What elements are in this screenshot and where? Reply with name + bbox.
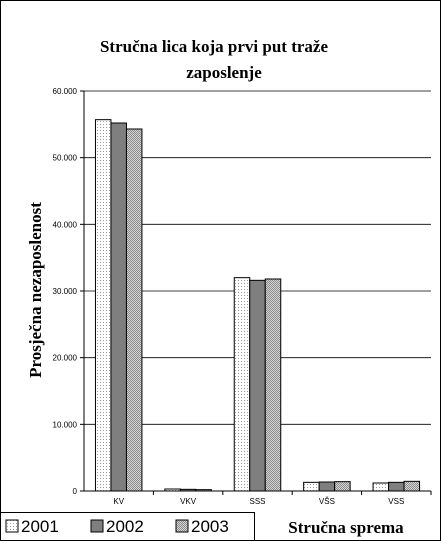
x-tick-label: VŠS — [319, 497, 335, 506]
legend-label-2001: 2001 — [21, 517, 59, 536]
legend-label-2002: 2002 — [106, 517, 144, 536]
y-tick-labels: 0 10.000 20.000 30.000 40.000 50.000 60.000 — [53, 87, 78, 496]
bar-2003-KV — [125, 128, 143, 492]
bar-2001-VŠS — [303, 481, 320, 492]
legend-items: 2001 2002 2003 — [5, 517, 229, 536]
bar-2003-SSS — [264, 278, 282, 492]
legend-box — [0, 512, 255, 541]
chart-title-line-2: zaposlenje — [186, 63, 262, 82]
bar-layer — [94, 119, 421, 492]
x-axis-title: Stručna sprema — [288, 518, 404, 537]
y-axis-title: Prosječna nezaposlenost — [26, 202, 45, 378]
bar-2002-SSS — [249, 279, 266, 492]
y-tick-label: 50.000 — [53, 154, 78, 163]
bar-2002-VSS — [388, 481, 405, 492]
y-tick-label: 10.000 — [53, 420, 78, 429]
x-tick-labels: KV VKV SSS VŠS VSS — [113, 491, 432, 506]
bar-2002-VŠS — [318, 481, 336, 492]
legend-swatch-2003 — [175, 519, 189, 533]
bar-2003-VŠS — [334, 481, 351, 492]
y-tick-label: 40.000 — [53, 220, 78, 229]
bar-2002-KV — [110, 122, 127, 492]
bar-2001-SSS — [233, 277, 251, 492]
bar-2003-VSS — [403, 480, 421, 492]
y-tick-label: 0 — [73, 487, 78, 496]
chart-title-line-1: Stručna lica koja prvi put traže — [100, 37, 329, 56]
y-tick-label: 20.000 — [53, 354, 78, 363]
legend-swatch-2001 — [5, 519, 19, 533]
bar-2001-KV — [94, 119, 112, 492]
bar-2001-VSS — [372, 482, 390, 492]
legend-swatch-2002 — [90, 519, 104, 533]
x-tick-label: VKV — [180, 497, 197, 506]
legend: 2001 2002 2003 — [0, 512, 255, 541]
x-tick-label: SSS — [249, 497, 265, 506]
x-tick-label: VSS — [388, 497, 404, 506]
y-tick-label: 60.000 — [53, 87, 78, 96]
x-tick-label: KV — [113, 497, 124, 506]
y-tick-label: 30.000 — [53, 287, 78, 296]
legend-label-2003: 2003 — [191, 517, 229, 536]
